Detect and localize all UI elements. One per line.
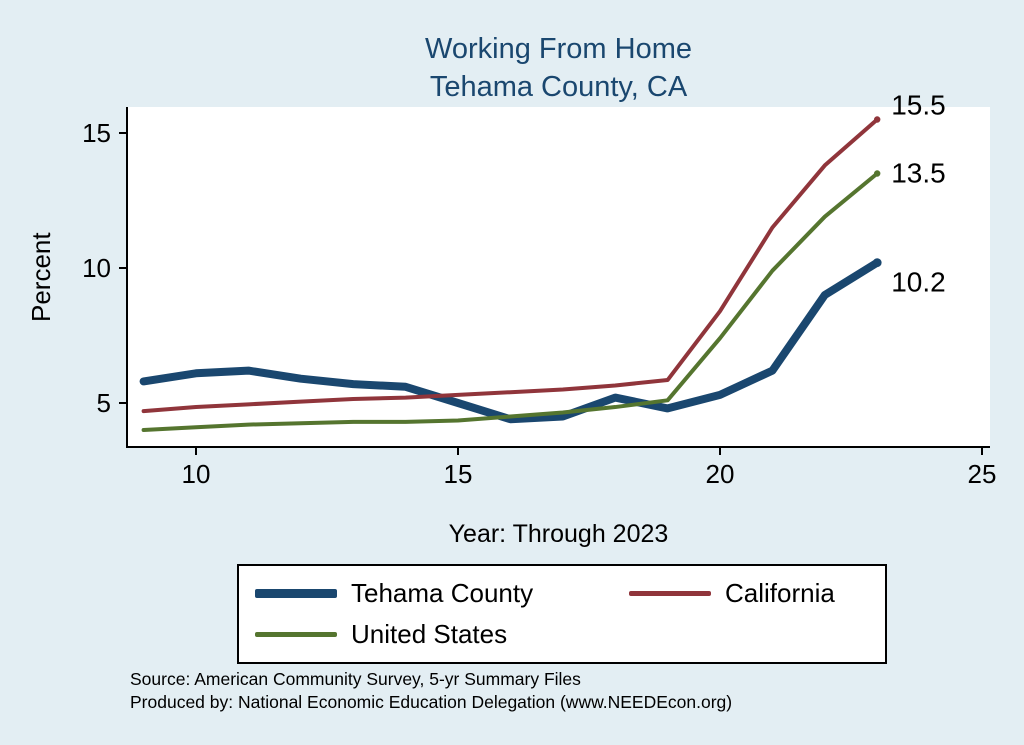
chart-title: Working From Home Tehama County, CA — [127, 30, 990, 106]
series-end-label: 10.2 — [891, 267, 946, 298]
series-line-united-states — [141, 171, 880, 432]
source-line: Source: American Community Survey, 5-yr … — [130, 669, 581, 689]
series-endpoint-marker — [874, 116, 881, 123]
series-end-label: 13.5 — [891, 158, 946, 189]
produced-by-line: Produced by: National Economic Education… — [130, 692, 733, 712]
chart-title-line1: Working From Home — [425, 33, 692, 65]
legend-swatch — [255, 589, 337, 598]
y-tick-label: 10 — [82, 253, 111, 283]
legend-item-tehama-county: Tehama County — [255, 578, 629, 609]
legend: Tehama County California United States — [237, 564, 887, 664]
x-tick-label: 25 — [968, 459, 997, 489]
chart-title-line2: Tehama County, CA — [429, 71, 688, 103]
legend-item-california: California — [629, 578, 869, 609]
series-line-california — [141, 117, 880, 414]
source-note: Source: American Community Survey, 5-yr … — [130, 668, 732, 714]
series-end-label: 15.5 — [891, 90, 946, 121]
legend-swatch — [255, 632, 337, 637]
series-line-tehama-county — [139, 258, 882, 424]
x-tick-label: 20 — [706, 459, 735, 489]
x-tick-label: 15 — [444, 459, 473, 489]
legend-label: California — [725, 578, 835, 608]
series-endpoint-marker — [872, 258, 882, 267]
legend-label: United States — [351, 619, 508, 649]
y-tick-label: 5 — [97, 388, 111, 418]
y-tick-label: 15 — [82, 118, 111, 148]
series-endpoint-marker — [874, 170, 881, 177]
legend-swatch — [629, 591, 711, 596]
legend-label: Tehama County — [351, 578, 534, 608]
x-axis-label: Year: Through 2023 — [448, 520, 669, 548]
x-tick-label: 10 — [182, 459, 211, 489]
legend-item-united-states: United States — [255, 619, 629, 650]
